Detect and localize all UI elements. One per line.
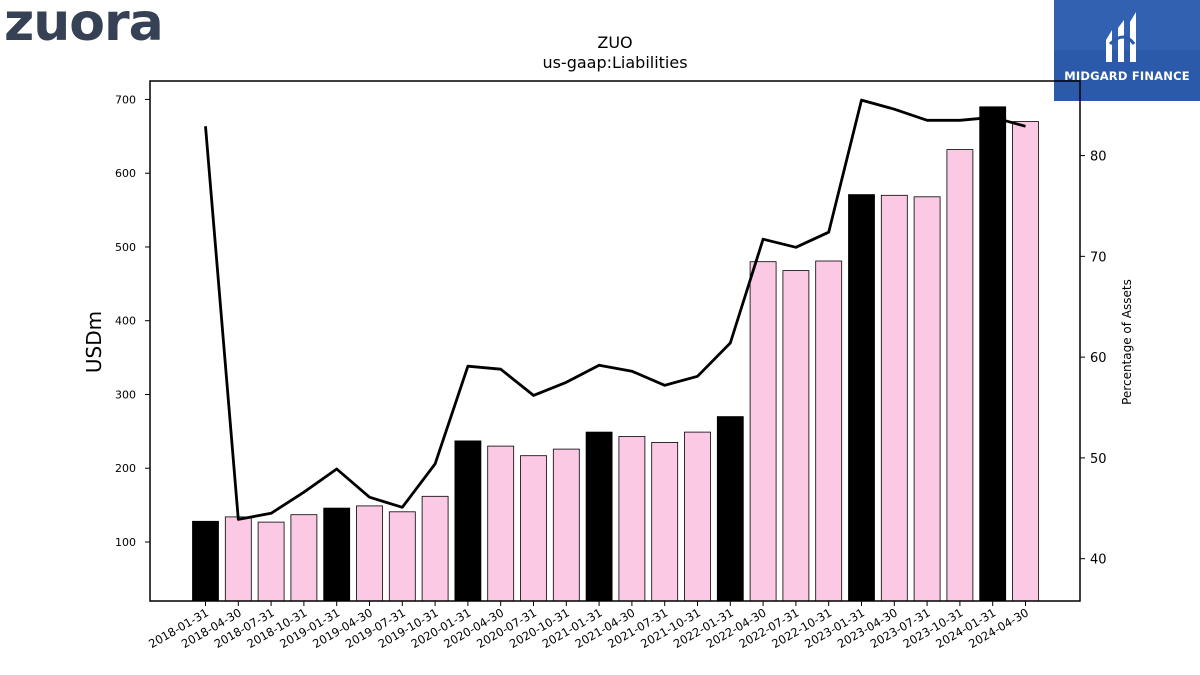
midgard-finance-emblem — [1054, 0, 1200, 101]
bar-2019-01-31 — [323, 507, 351, 602]
bar-2023-07-31 — [913, 196, 941, 602]
bar-2018-04-30 — [224, 516, 252, 602]
bar-2019-04-30 — [356, 505, 383, 602]
midgard-finance-logo: MIDGARD FINANCE — [1054, 0, 1200, 101]
y-tick-label: 700 — [115, 93, 136, 106]
bar-2018-01-31 — [192, 520, 219, 602]
y2-tick-label: 40 — [1090, 553, 1107, 568]
bar-2020-01-31 — [454, 440, 482, 602]
bar-2023-04-30 — [880, 194, 908, 602]
chart-subtitle: us-gaap:Liabilities — [542, 53, 687, 72]
y-tick-label: 300 — [115, 388, 136, 401]
midgard-finance-wordmark: MIDGARD FINANCE — [1064, 69, 1190, 83]
bar-2022-01-31 — [716, 416, 744, 602]
bar-2019-10-31 — [421, 495, 449, 602]
bar-2020-07-31 — [520, 455, 547, 602]
bar-2018-10-31 — [290, 514, 318, 602]
y-tick-label: 100 — [115, 536, 136, 549]
y-axis-label: USDm — [82, 311, 106, 373]
bar-2022-10-31 — [815, 260, 843, 602]
y2-tick-label: 70 — [1090, 250, 1107, 265]
bar-2021-01-31 — [585, 431, 613, 602]
bar-2019-07-31 — [388, 511, 416, 602]
y-tick-label: 400 — [115, 315, 136, 328]
y2-tick-label: 80 — [1090, 150, 1107, 165]
bar-2023-01-31 — [848, 194, 875, 602]
bar-2018-07-31 — [257, 521, 285, 602]
zuora-logo: zuora — [4, 0, 164, 53]
y-tick-label: 500 — [115, 241, 136, 254]
bar-2023-10-31 — [946, 149, 974, 602]
percentage-line — [204, 98, 1026, 521]
x-axis-ticks: 2018-01-312018-04-302018-07-312018-10-31… — [146, 601, 1031, 651]
y-axis-ticks: 100 200 300 400 500 600 700 — [115, 93, 150, 549]
bar-2020-04-30 — [487, 445, 515, 602]
chart-title: ZUO — [597, 33, 632, 52]
bar-2021-04-30 — [618, 436, 646, 602]
bar-2022-07-31 — [782, 270, 810, 602]
y2-axis-ticks: 40 50 60 70 80 — [1080, 150, 1107, 568]
bar-2021-10-31 — [684, 431, 711, 602]
y2-tick-label: 60 — [1090, 351, 1107, 366]
bar-series — [192, 106, 1039, 602]
bar-2020-10-31 — [552, 448, 580, 602]
bar-2022-04-30 — [749, 261, 777, 602]
bar-2024-01-31 — [979, 106, 1007, 602]
percentage-line-series — [204, 98, 1026, 521]
plot-frame — [149, 80, 1081, 602]
bar-2021-07-31 — [651, 441, 679, 602]
y2-axis-label: Percentage of Assets — [1120, 279, 1134, 405]
bar-2024-04-30 — [1012, 121, 1039, 602]
y-tick-label: 600 — [115, 167, 136, 180]
y-tick-label: 200 — [115, 462, 136, 475]
y2-tick-label: 50 — [1090, 452, 1107, 467]
